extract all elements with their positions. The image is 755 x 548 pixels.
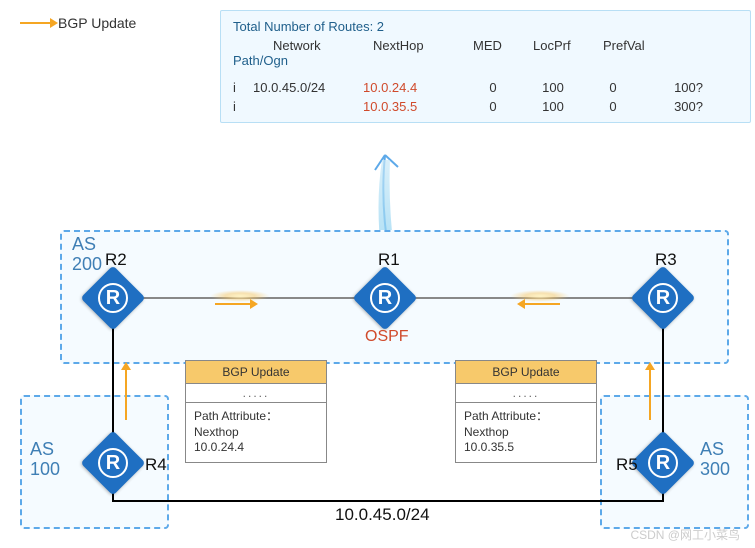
bgp-box-title: BGP Update xyxy=(186,361,326,384)
legend: BGP Update xyxy=(20,15,136,31)
router-r3-label: R3 xyxy=(655,250,677,270)
route-table-columns: Network NextHop MED LocPrf PrefVal xyxy=(233,38,738,53)
bgp-update-left: BGP Update ..... Path Attribute： Nexthop… xyxy=(185,360,327,463)
nexthop-highlight: 10.0.24.4 xyxy=(363,80,463,95)
bgp-box-body: Path Attribute： Nexthop 10.0.24.4 xyxy=(186,403,326,462)
bgp-box-dots: ..... xyxy=(456,384,596,403)
bgp-update-right: BGP Update ..... Path Attribute： Nexthop… xyxy=(455,360,597,463)
as-100-label: AS100 xyxy=(30,440,60,480)
col-locprf: LocPrf xyxy=(533,38,603,53)
bgp-arrow-right-icon xyxy=(215,303,250,305)
route-row: i 10.0.35.5 0 100 0 300? xyxy=(233,99,738,114)
route-table: Total Number of Routes: 2 Network NextHo… xyxy=(220,10,751,123)
router-r1-label: R1 xyxy=(378,250,400,270)
router-r2-label: R2 xyxy=(105,250,127,270)
bgp-arrow-up-icon xyxy=(125,370,127,420)
bgp-box-dots: ..... xyxy=(186,384,326,403)
ospf-label: OSPF xyxy=(365,328,409,346)
as-200-label: AS200 xyxy=(72,235,102,275)
bgp-box-title: BGP Update xyxy=(456,361,596,384)
router-r5-label: R5 xyxy=(616,455,638,475)
nexthop-highlight: 10.0.35.5 xyxy=(363,99,463,114)
legend-label: BGP Update xyxy=(58,15,136,31)
bgp-box-body: Path Attribute： Nexthop 10.0.35.5 xyxy=(456,403,596,462)
col-prefval: PrefVal xyxy=(603,38,673,53)
col-nexthop: NextHop xyxy=(373,38,473,53)
subnet-line xyxy=(113,500,664,502)
as-300-label: AS300 xyxy=(700,440,730,480)
col-network: Network xyxy=(273,38,373,53)
glow-icon xyxy=(210,290,270,302)
router-r4-label: R4 xyxy=(145,455,167,475)
route-table-header: Total Number of Routes: 2 xyxy=(233,19,738,34)
col-path: Path/Ogn xyxy=(233,53,738,68)
subnet-label: 10.0.45.0/24 xyxy=(335,505,430,525)
bgp-arrow-left-icon xyxy=(525,303,560,305)
col-med: MED xyxy=(473,38,533,53)
bgp-arrow-up-icon xyxy=(649,370,651,420)
watermark: CSDN @网工小菜鸟 xyxy=(630,526,740,543)
route-row: i 10.0.45.0/24 10.0.24.4 0 100 0 100? xyxy=(233,80,738,95)
legend-arrow-icon xyxy=(20,22,50,24)
